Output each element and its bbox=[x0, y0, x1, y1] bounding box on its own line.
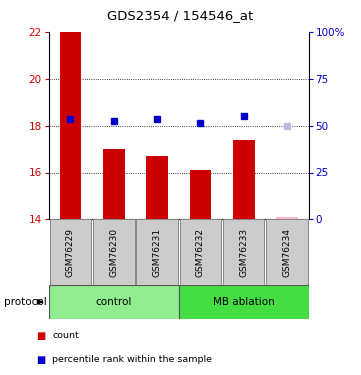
Bar bbox=[93, 219, 135, 285]
Bar bbox=[60, 32, 81, 219]
Text: GSM76229: GSM76229 bbox=[66, 228, 75, 277]
Bar bbox=[179, 285, 309, 319]
Text: GSM76232: GSM76232 bbox=[196, 228, 205, 277]
Bar bbox=[223, 219, 265, 285]
Text: GSM76230: GSM76230 bbox=[109, 228, 118, 277]
Text: MB ablation: MB ablation bbox=[213, 297, 275, 307]
Bar bbox=[103, 149, 125, 219]
Bar bbox=[266, 219, 308, 285]
Text: GSM76233: GSM76233 bbox=[239, 228, 248, 277]
Text: ■: ■ bbox=[36, 331, 45, 340]
Text: GSM76234: GSM76234 bbox=[283, 228, 291, 277]
Text: percentile rank within the sample: percentile rank within the sample bbox=[52, 356, 212, 364]
Bar bbox=[49, 285, 179, 319]
Text: GSM76231: GSM76231 bbox=[153, 228, 161, 277]
Bar bbox=[49, 219, 91, 285]
Bar bbox=[179, 219, 221, 285]
Bar bbox=[233, 140, 255, 219]
Bar bbox=[276, 217, 298, 219]
Bar bbox=[190, 170, 211, 219]
Text: GDS2354 / 154546_at: GDS2354 / 154546_at bbox=[107, 9, 254, 22]
Text: ■: ■ bbox=[36, 355, 45, 365]
Bar bbox=[136, 219, 178, 285]
Text: control: control bbox=[96, 297, 132, 307]
Text: count: count bbox=[52, 331, 79, 340]
Bar bbox=[146, 156, 168, 219]
Text: protocol: protocol bbox=[4, 297, 46, 307]
